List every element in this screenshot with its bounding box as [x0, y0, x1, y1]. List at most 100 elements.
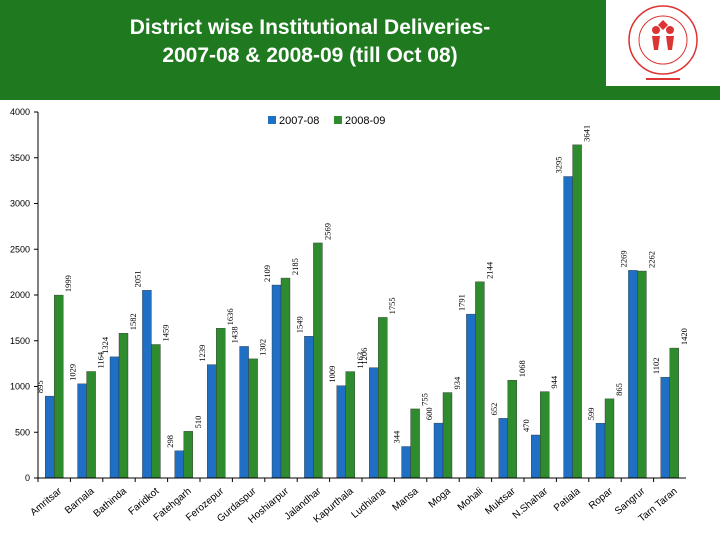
- bar-2007-08-Amritsar: [45, 395, 55, 479]
- data-label: 344: [392, 430, 402, 444]
- y-tick-label: 2000: [10, 290, 30, 300]
- x-tick-label: Ropar: [587, 485, 615, 511]
- y-tick-label: 1000: [10, 382, 30, 392]
- bar-2007-08-Fatehgarh: [174, 450, 185, 479]
- data-label: 1582: [128, 313, 138, 330]
- legend-label: 2008-09: [345, 115, 385, 127]
- data-label: 1163: [355, 352, 365, 369]
- x-tick-label: Mohali: [456, 486, 486, 513]
- data-label: 895: [35, 380, 45, 393]
- x-tick-label: Bathinda: [92, 486, 130, 520]
- x-axis: AmritsarBarnalaBathindaFaridkotFatehgarh…: [29, 477, 686, 526]
- x-tick-label: Patiala: [552, 486, 583, 514]
- bar-2008-09-Gurdaspur: [248, 358, 258, 479]
- legend: 2007-08 2008-09: [268, 115, 385, 127]
- y-tick-label: 3000: [10, 199, 30, 209]
- data-label: 3641: [582, 125, 592, 142]
- data-label: 865: [614, 383, 624, 396]
- data-label: 1459: [160, 325, 170, 342]
- bar-2008-09-Ludhiana: [378, 317, 388, 479]
- data-label: 2051: [132, 270, 142, 287]
- bar-2007-08-Hoshiarpur: [271, 284, 282, 479]
- bar-2008-09-N.Shahar: [540, 391, 550, 479]
- data-label: 1420: [679, 328, 689, 345]
- data-label: 1999: [63, 275, 73, 292]
- bar-2008-09-Patiala: [572, 144, 582, 479]
- bar-2007-08-Sangrur: [628, 270, 638, 479]
- data-label: 1302: [258, 339, 268, 356]
- bar-2007-08-Jalandhar: [304, 336, 314, 479]
- bar-2008-09-Fatehgarh: [183, 431, 194, 479]
- bar-2007-08-Barnala: [77, 383, 87, 479]
- y-tick-label: 0: [25, 473, 30, 483]
- x-tick-label: Moga: [427, 486, 454, 511]
- legend-swatch: [334, 116, 342, 124]
- data-label: 934: [452, 376, 462, 390]
- data-label: 1791: [456, 294, 466, 311]
- bar-2008-09-Bathinda: [118, 333, 129, 479]
- data-label: 599: [586, 407, 596, 420]
- data-label: 1009: [327, 366, 337, 383]
- data-label: 1102: [651, 357, 661, 374]
- legend-swatch: [268, 116, 276, 124]
- x-tick-label: Mansa: [390, 486, 420, 514]
- bar-2007-08-Bathinda: [109, 356, 120, 479]
- data-label: 755: [420, 393, 430, 406]
- bar-2008-09-Sangrur: [637, 270, 647, 479]
- title-banner: District wise Institutional Deliveries- …: [0, 0, 720, 100]
- nrhm-logo-graphic: [628, 5, 698, 80]
- data-label: 2569: [322, 223, 332, 240]
- data-label: 1068: [517, 360, 527, 377]
- bar-2007-08-Gurdaspur: [239, 346, 249, 479]
- y-tick-label: 500: [15, 427, 30, 437]
- x-tick-label: Amritsar: [29, 485, 65, 518]
- data-label: 510: [193, 416, 203, 429]
- bar-2007-08-Faridkot: [142, 290, 152, 479]
- data-label: 2109: [262, 265, 272, 282]
- data-label: 1239: [197, 345, 207, 362]
- bar-2008-09-Kapurthala: [345, 371, 355, 479]
- data-label: 1755: [387, 297, 397, 314]
- bar-2007-08-Tarn Taran: [660, 376, 670, 479]
- chart-title-line-1: District wise Institutional Deliveries-: [129, 16, 491, 39]
- bar-2008-09-Ropar: [604, 398, 615, 479]
- bar-2008-09-Ferozepur: [215, 328, 226, 479]
- data-label: 944: [549, 375, 559, 389]
- bar-2008-09-Tarn Taran: [669, 347, 679, 479]
- y-axis: 0 500 1000 1500 2000 2500 3000 3500 4000: [10, 107, 39, 483]
- bar-2007-08-Ropar: [595, 422, 606, 479]
- bar-2008-09-Mohali: [475, 281, 485, 479]
- bar-2008-09-Faridkot: [151, 344, 161, 479]
- bar-2007-08-Moga: [433, 422, 444, 479]
- data-label: 2262: [646, 251, 656, 268]
- bar-2007-08-Ludhiana: [369, 367, 379, 479]
- bar-2008-09-Mansa: [410, 408, 420, 479]
- data-label: 1438: [230, 326, 240, 343]
- data-label: 2144: [484, 261, 494, 279]
- legend-label: 2007-08: [279, 115, 319, 127]
- bar-2007-08-Muktsar: [498, 418, 508, 479]
- data-label: 298: [165, 435, 175, 448]
- data-label: 1164: [96, 351, 106, 368]
- data-label: 3295: [554, 157, 564, 174]
- bar-2007-08-N.Shahar: [531, 434, 541, 479]
- bar-2007-08-Kapurthala: [336, 385, 346, 479]
- data-label: 1206: [359, 348, 369, 365]
- nrhm-logo: [606, 0, 720, 86]
- x-tick-label: Ludhiana: [350, 486, 389, 521]
- data-label: 600: [424, 407, 434, 420]
- data-label: 470: [521, 419, 531, 432]
- bar-2008-09-Amritsar: [54, 294, 64, 479]
- bar-2008-09-Barnala: [86, 371, 96, 479]
- bar-chart: 0 500 1000 1500 2000 2500 3000 3500 4000 895 1999…: [10, 107, 689, 526]
- data-label: 1324: [100, 336, 110, 354]
- y-tick-label: 1500: [10, 336, 30, 346]
- bar-2007-08-Ferozepur: [206, 364, 217, 479]
- data-label: 1549: [294, 316, 304, 333]
- y-tick-label: 3500: [10, 153, 30, 163]
- y-tick-label: 4000: [10, 107, 30, 117]
- bar-2008-09-Moga: [442, 392, 453, 479]
- bar-2008-09-Muktsar: [507, 380, 517, 479]
- bar-2007-08-Mansa: [401, 446, 411, 479]
- bar-2007-08-Patiala: [563, 176, 573, 479]
